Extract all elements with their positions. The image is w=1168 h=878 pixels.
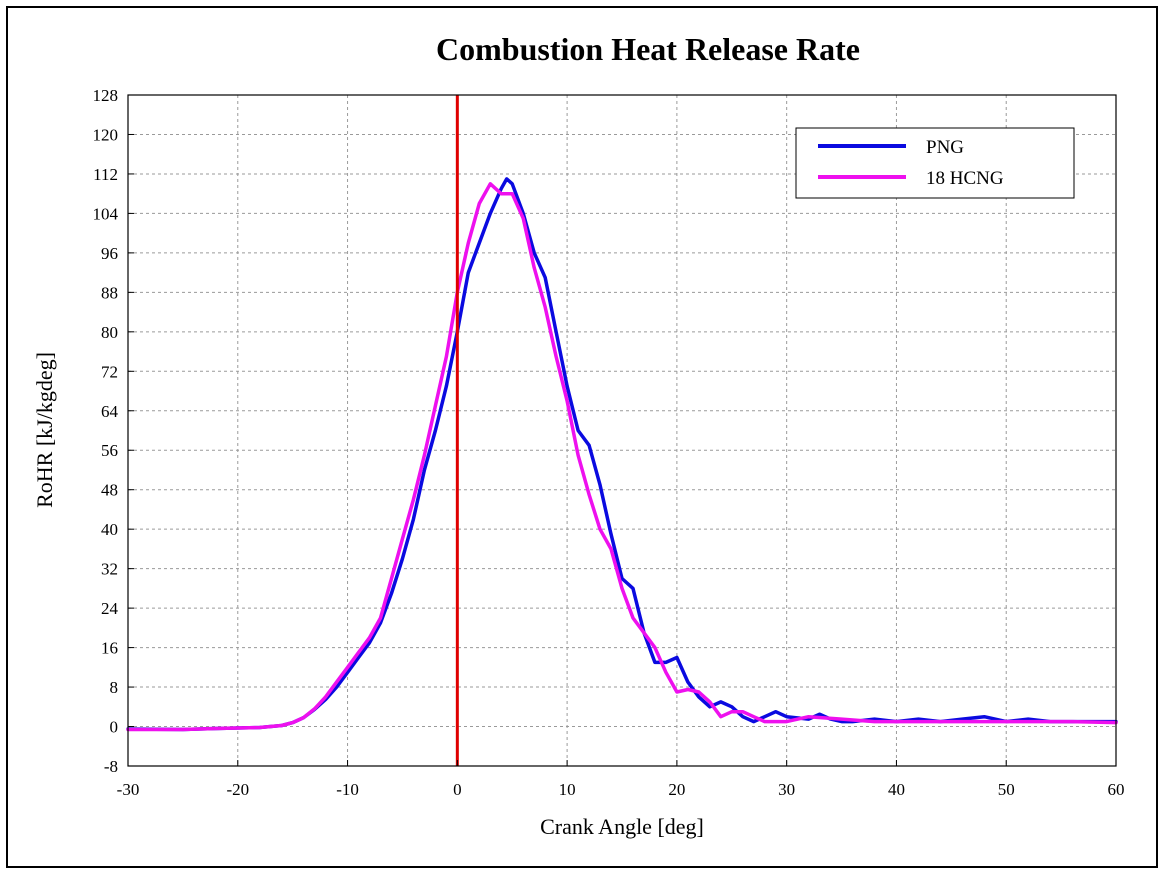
series-line-18-hcng — [126, 182, 1118, 732]
legend-label-18-hcng: 18 HCNG — [926, 168, 1004, 189]
plot-border — [127, 94, 1117, 767]
x-tick-label: 50 — [998, 780, 1015, 799]
x-tick-label: 30 — [778, 780, 795, 799]
grid-lines — [128, 95, 1116, 766]
x-tick-label: 10 — [559, 780, 576, 799]
y-tick-label: -8 — [104, 757, 118, 776]
y-tick-label: 8 — [110, 678, 119, 697]
legend-label-png: PNG — [926, 137, 964, 158]
axis-ticks: -30 -20 -10 0 10 20 30 40 50 60 -8 0 8 16 24 32 40 48 56 64… — [93, 86, 1125, 799]
y-tick-label: 72 — [101, 362, 118, 381]
x-tick-label: 20 — [668, 780, 685, 799]
y-tick-label: 96 — [101, 244, 118, 263]
y-tick-label: 128 — [93, 86, 119, 105]
y-tick-label: 88 — [101, 283, 118, 302]
x-tick-label: 0 — [453, 780, 462, 799]
y-tick-label: 112 — [93, 165, 118, 184]
legend: PNG 18 HCNG — [795, 127, 1075, 199]
y-tick-label: 120 — [93, 125, 119, 144]
x-tick-label: -20 — [226, 780, 249, 799]
y-axis-label: RoHR [kJ/kgdeg] — [32, 352, 57, 508]
series-layer — [126, 177, 1118, 732]
x-tick-label: -30 — [117, 780, 140, 799]
chart-title: Combustion Heat Release Rate — [436, 31, 860, 67]
x-tick-label: 60 — [1108, 780, 1125, 799]
plot-area — [128, 95, 1116, 766]
y-tick-label: 0 — [110, 718, 119, 737]
x-tick-label: 40 — [888, 780, 905, 799]
y-tick-label: 56 — [101, 441, 118, 460]
y-tick-label: 80 — [101, 323, 118, 342]
y-tick-label: 104 — [93, 204, 119, 223]
y-tick-label: 32 — [101, 560, 118, 579]
y-tick-label: 40 — [101, 520, 118, 539]
x-tick-label: -10 — [336, 780, 359, 799]
y-tick-label: 64 — [101, 402, 119, 421]
legend-box — [795, 127, 1075, 199]
y-tick-label: 24 — [101, 599, 119, 618]
y-tick-label: 48 — [101, 481, 118, 500]
y-tick-label: 16 — [101, 639, 118, 658]
x-axis-label: Crank Angle [deg] — [540, 814, 704, 839]
